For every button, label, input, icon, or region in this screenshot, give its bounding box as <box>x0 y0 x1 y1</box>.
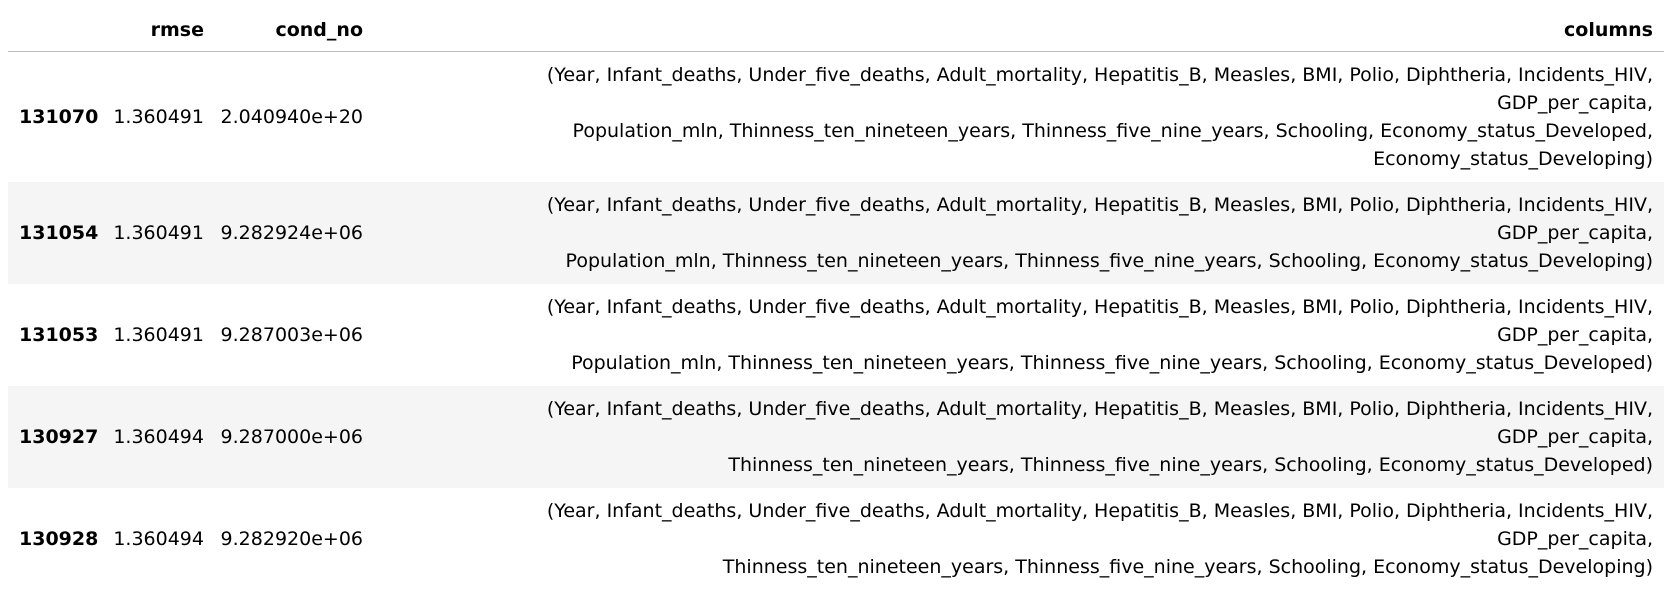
cell-columns-line: Thinness_ten_nineteen_years, Thinness_fi… <box>393 553 1653 581</box>
cell-rmse: 1.360491 <box>108 52 214 183</box>
cell-cond-no: 2.040940e+20 <box>214 52 373 183</box>
cell-columns-line: Population_mln, Thinness_ten_nineteen_ye… <box>393 349 1653 377</box>
cell-columns: (Year, Infant_deaths, Under_five_deaths,… <box>373 182 1664 284</box>
cell-columns-line: Population_mln, Thinness_ten_nineteen_ye… <box>393 117 1653 145</box>
header-rmse: rmse <box>108 8 214 52</box>
cell-cond-no: 9.282920e+06 <box>214 488 373 590</box>
row-index: 130927 <box>8 386 108 488</box>
cell-columns: (Year, Infant_deaths, Under_five_deaths,… <box>373 386 1664 488</box>
cell-cond-no: 9.287003e+06 <box>214 284 373 386</box>
row-index: 130928 <box>8 488 108 590</box>
cell-columns: (Year, Infant_deaths, Under_five_deaths,… <box>373 52 1664 183</box>
cell-columns-line: Thinness_ten_nineteen_years, Thinness_fi… <box>393 451 1653 479</box>
row-index: 131054 <box>8 182 108 284</box>
cell-columns-line: Economy_status_Developing) <box>393 145 1653 173</box>
cell-columns-line: (Year, Infant_deaths, Under_five_deaths,… <box>393 293 1653 349</box>
cell-columns-line: (Year, Infant_deaths, Under_five_deaths,… <box>393 61 1653 117</box>
cell-rmse: 1.360494 <box>108 386 214 488</box>
cell-cond-no: 9.287000e+06 <box>214 386 373 488</box>
cell-rmse: 1.360494 <box>108 488 214 590</box>
cell-cond-no: 9.282924e+06 <box>214 182 373 284</box>
header-row: rmse cond_no columns <box>8 8 1664 52</box>
row-index: 131053 <box>8 284 108 386</box>
row-index: 131070 <box>8 52 108 183</box>
header-columns: columns <box>373 8 1664 52</box>
cell-columns: (Year, Infant_deaths, Under_five_deaths,… <box>373 284 1664 386</box>
cell-columns-line: (Year, Infant_deaths, Under_five_deaths,… <box>393 497 1653 553</box>
cell-rmse: 1.360491 <box>108 284 214 386</box>
cell-columns-line: Population_mln, Thinness_ten_nineteen_ye… <box>393 247 1653 275</box>
header-cond-no: cond_no <box>214 8 373 52</box>
cell-columns: (Year, Infant_deaths, Under_five_deaths,… <box>373 488 1664 590</box>
cell-columns-line: (Year, Infant_deaths, Under_five_deaths,… <box>393 395 1653 451</box>
header-index <box>8 8 108 52</box>
cell-rmse: 1.360491 <box>108 182 214 284</box>
table-header: rmse cond_no columns <box>8 8 1664 52</box>
cell-columns-line: (Year, Infant_deaths, Under_five_deaths,… <box>393 191 1653 247</box>
